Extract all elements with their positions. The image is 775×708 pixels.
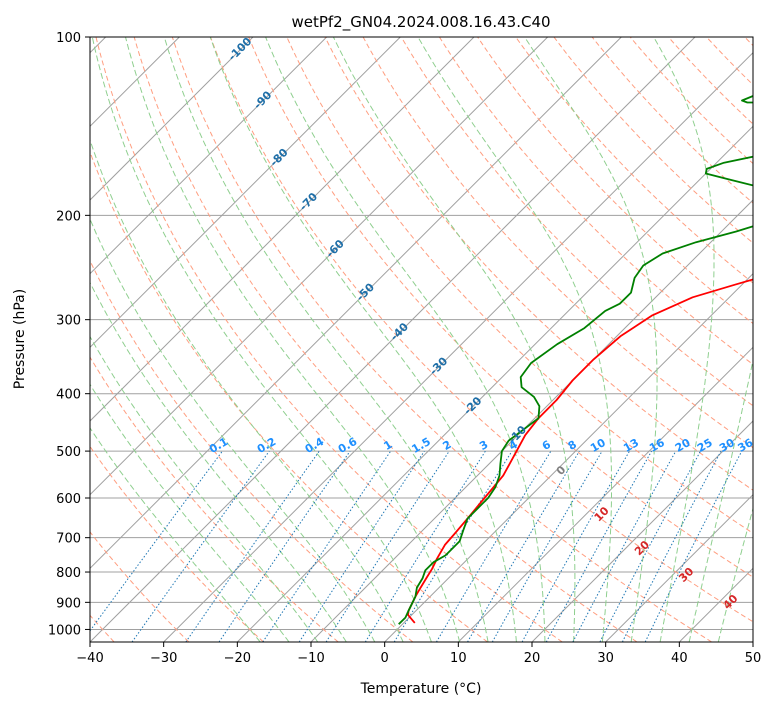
dry-adiabat-line — [90, 356, 339, 642]
x-tick-label: 0 — [381, 651, 389, 666]
isotherm-line — [236, 125, 753, 642]
dry-adiabat-line — [553, 37, 753, 244]
mixing-ratio-line — [572, 450, 677, 642]
moist-adiabat-line — [653, 37, 715, 642]
isotherm-line — [457, 346, 753, 642]
dry-adiabat-line — [133, 37, 638, 642]
mixing-ratio-line — [521, 450, 630, 642]
dry-adiabat-line — [400, 37, 753, 407]
y-tick-label: 400 — [56, 388, 81, 403]
mixing-ratio-line — [262, 450, 392, 642]
moist-adiabat-line — [90, 217, 376, 642]
x-tick-label: −40 — [76, 651, 103, 666]
moist-adiabat-line — [90, 335, 319, 642]
moist-adiabat-line — [163, 37, 489, 642]
isotherm-line — [384, 272, 753, 642]
y-tick-label: 200 — [56, 209, 81, 224]
isotherm-line — [90, 37, 549, 496]
isotherm-line — [90, 37, 254, 201]
background-lines — [90, 37, 753, 642]
mixing-ratio-line — [621, 450, 722, 642]
x-tick-label: 10 — [450, 651, 467, 666]
dry-adiabat-line — [438, 37, 753, 365]
isotherm-line — [90, 37, 696, 642]
series-layer — [398, 95, 753, 625]
dry-adiabat-line — [477, 37, 753, 325]
dewpoint-series-line — [398, 95, 753, 625]
y-tick-label: 300 — [56, 314, 81, 329]
moist-adiabat-line — [90, 281, 347, 642]
mixing-ratio-line — [298, 450, 425, 642]
moist-adiabat-line — [332, 37, 576, 642]
plot-frame — [89, 36, 754, 643]
dry-adiabat-line — [210, 37, 753, 623]
y-axis-label: Pressure (hPa) — [12, 289, 28, 389]
mixing-ratio-line — [185, 450, 320, 642]
mixing-ratio-line — [90, 450, 223, 632]
moist-adiabat-line — [265, 37, 546, 642]
y-tick-label: 800 — [56, 566, 81, 581]
mixing-ratio-line — [545, 450, 653, 642]
x-tick-label: 30 — [597, 651, 614, 666]
mixing-ratio-line — [325, 450, 450, 642]
isotherm-line — [90, 37, 475, 422]
x-tick-label: −10 — [297, 651, 324, 666]
y-tick-label: 500 — [56, 445, 81, 460]
mixing-ratio-line — [435, 450, 552, 642]
y-tick-label: 600 — [56, 492, 81, 507]
mixing-ratio-line — [599, 450, 701, 642]
moist-adiabat-line — [90, 138, 404, 642]
isotherm-line — [90, 37, 328, 275]
isotherm-line — [605, 493, 753, 642]
dry-adiabat-line — [248, 37, 753, 578]
dry-adiabat-line — [591, 37, 753, 204]
isotherm-line — [531, 420, 753, 642]
chart-title: wetPf2_GN04.2024.008.16.43.C40 — [291, 13, 550, 32]
x-tick-label: 20 — [524, 651, 541, 666]
mixing-ratio-line — [393, 450, 513, 642]
mixing-ratio-line — [218, 450, 351, 642]
y-tick-label: 700 — [56, 532, 81, 547]
moist-adiabat-line — [90, 383, 290, 642]
x-axis-label: Temperature (°C) — [360, 681, 482, 697]
y-tick-label: 1000 — [48, 623, 81, 638]
y-tick-label: 100 — [56, 31, 81, 46]
moist-adiabat-line — [524, 37, 658, 642]
dry-adiabat-line — [286, 37, 753, 534]
isotherm-line — [90, 37, 622, 570]
isotherm-line — [163, 51, 753, 642]
plot-area — [90, 37, 753, 642]
dry-adiabat-line — [362, 37, 753, 449]
x-tick-label: 50 — [745, 651, 762, 666]
temperature-series-line — [407, 278, 753, 624]
moist-adiabat-line — [90, 427, 261, 642]
isotherm-line — [90, 37, 401, 349]
dry-adiabat-line — [90, 259, 414, 642]
x-tick-label: −30 — [150, 651, 177, 666]
dry-adiabat-line — [324, 37, 753, 491]
x-axis: −40 −30 −20 −10 0 10 20 30 40 50 — [76, 642, 761, 666]
x-tick-label: −20 — [224, 651, 251, 666]
dry-adiabat-line — [171, 37, 712, 642]
mixing-ratio-line — [364, 450, 486, 642]
moist-adiabat-line — [417, 37, 612, 642]
dry-adiabat-line — [90, 150, 488, 642]
mixing-ratio-line — [644, 450, 743, 642]
moist-adiabat-line — [209, 37, 517, 642]
dry-adiabat-line — [95, 37, 563, 642]
moist-adiabat-line — [125, 37, 461, 642]
mixing-ratio-line — [131, 450, 270, 642]
y-tick-label: 900 — [56, 596, 81, 611]
dry-adiabat-line — [90, 531, 190, 642]
moist-adiabat-line — [688, 358, 753, 642]
y-axis: 100 200 300 400 500 600 700 800 900 1000 — [48, 31, 90, 638]
x-tick-label: 40 — [671, 651, 688, 666]
